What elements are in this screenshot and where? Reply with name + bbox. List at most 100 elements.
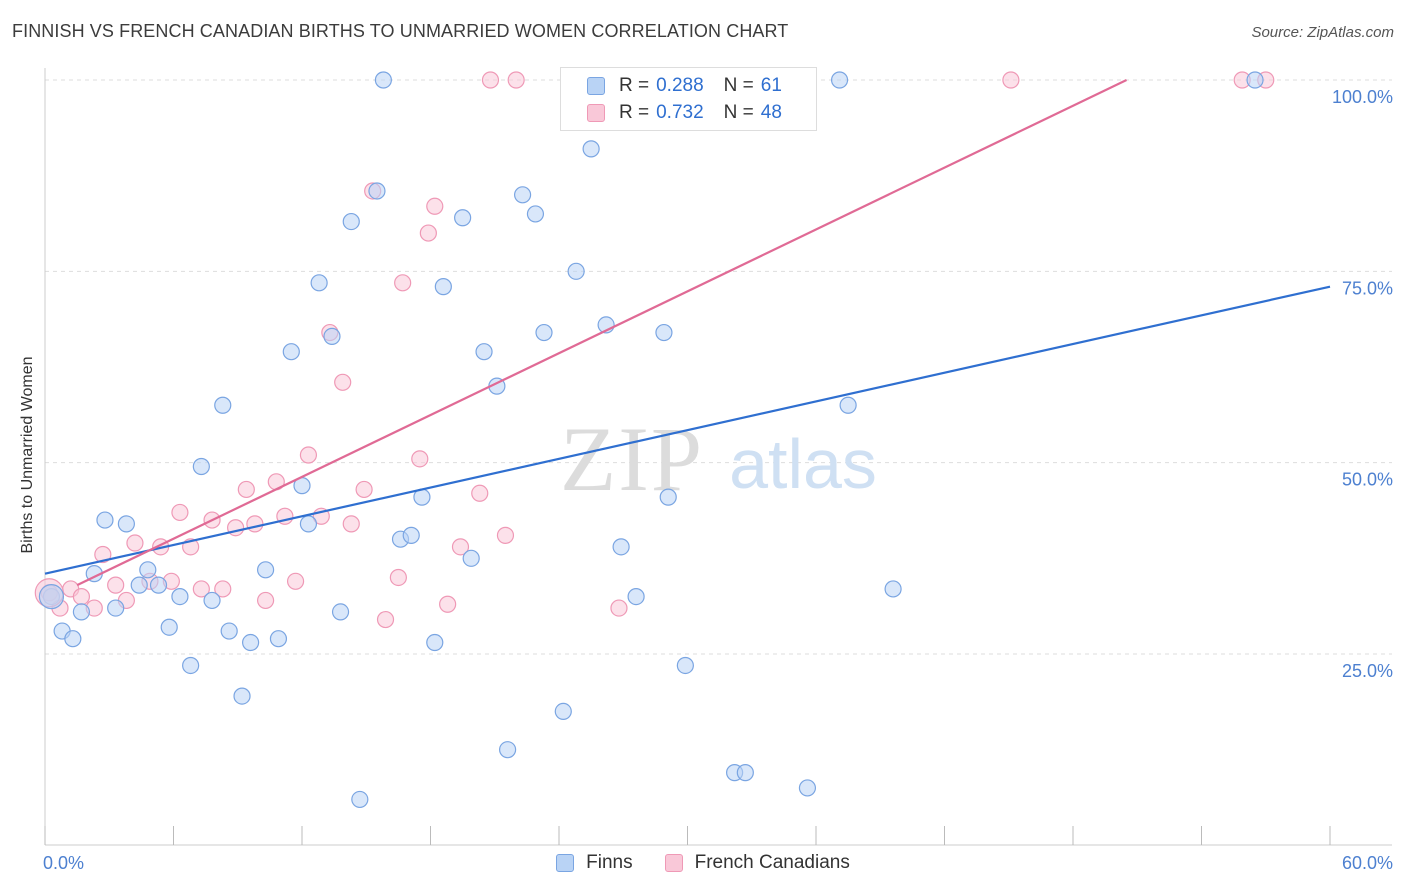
finns-r-value: 0.288	[656, 75, 704, 96]
french-point	[126, 534, 144, 552]
axes	[44, 68, 1392, 846]
finns-point	[160, 618, 178, 636]
finns-point	[203, 591, 221, 610]
finns-point	[117, 515, 135, 533]
french-point	[481, 71, 500, 89]
finns-point	[830, 71, 849, 89]
source-label: Source: ZipAtlas.com	[1251, 24, 1394, 41]
gridlines	[45, 79, 1392, 655]
french-point	[355, 480, 373, 499]
finns-point	[554, 702, 572, 721]
french-legend-swatch	[664, 854, 683, 872]
legend-item-finns[interactable]: Finns	[556, 852, 633, 874]
french-point	[192, 580, 210, 598]
finns-point	[884, 580, 902, 598]
finns-legend-swatch	[556, 854, 575, 872]
finns-point	[513, 186, 532, 204]
finns-point	[434, 278, 452, 296]
finns-point	[182, 656, 200, 675]
french-point	[419, 224, 437, 242]
finns-point-cluster	[38, 583, 65, 610]
french-point	[411, 450, 429, 468]
finns-point	[299, 515, 318, 533]
trend-lines	[44, 79, 1331, 587]
y-tick-label: 50.0%	[1342, 470, 1393, 490]
tick-labels: 25.0% 50.0% 75.0% 100.0% 0.0% 60.0%	[43, 87, 1393, 873]
finns-point	[192, 457, 210, 476]
french-point	[426, 197, 444, 215]
french-r-value: 0.732	[656, 102, 704, 123]
french-point	[389, 568, 407, 587]
french-point	[1002, 71, 1020, 89]
french-point	[107, 576, 125, 594]
y-tick-label: 100.0%	[1332, 87, 1393, 107]
correlation-legend: R = 0.288 N = 61 R = 0.732 N = 48	[560, 67, 817, 131]
finns-point	[839, 396, 857, 414]
finns-point	[256, 561, 275, 579]
finns-point	[535, 323, 553, 342]
watermark-atlas: atlas	[729, 425, 877, 503]
finns-point	[220, 622, 238, 640]
french-trend-line	[76, 79, 1128, 587]
finns-legend-label: Finns	[586, 852, 633, 873]
finns-point	[374, 71, 392, 89]
finns-point	[139, 561, 157, 579]
finns-point	[475, 343, 493, 361]
finns-point	[736, 764, 754, 782]
french-point	[610, 599, 628, 617]
finns-point	[72, 603, 91, 621]
finns-trend-line	[44, 285, 1331, 575]
finns-point	[655, 323, 673, 342]
french-point	[256, 591, 275, 610]
finns-point	[171, 587, 189, 606]
finns-n-value: 61	[760, 75, 782, 96]
finns-point	[107, 599, 125, 617]
watermark-zip: ZIP	[560, 408, 704, 510]
finns-point	[214, 396, 232, 414]
french-legend-label: French Canadians	[694, 852, 850, 873]
french-point	[376, 610, 395, 629]
french-n-value: 48	[760, 102, 782, 123]
finns-point	[310, 274, 328, 292]
french-point	[94, 545, 112, 564]
finns-point	[659, 488, 677, 506]
french-point	[342, 515, 360, 533]
french-point	[171, 503, 189, 522]
y-axis-title: Births to Unmarried Women	[19, 356, 36, 554]
finns-point	[454, 209, 472, 227]
french-point	[471, 484, 489, 502]
finns-point	[331, 603, 350, 621]
r-label: R =	[619, 75, 650, 96]
finns-point	[499, 741, 517, 759]
finns-point	[627, 587, 645, 606]
series-legend: Finns French Canadians	[0, 852, 1406, 874]
finns-point	[676, 656, 694, 675]
n-label: N =	[723, 75, 754, 96]
finns-point	[282, 343, 300, 361]
french-point	[299, 446, 318, 464]
finns-point	[96, 511, 114, 529]
finns-point	[368, 182, 386, 200]
finns-point	[64, 630, 82, 648]
n-label: N =	[723, 102, 754, 123]
french-swatch	[587, 104, 605, 122]
finns-point	[269, 630, 288, 648]
chart-title: FINNISH VS FRENCH CANADIAN BIRTHS TO UNM…	[12, 21, 789, 41]
finns-point	[149, 576, 168, 594]
finns-point	[462, 549, 480, 567]
r-label: R =	[619, 102, 650, 123]
data-points	[34, 71, 1275, 809]
x-tick-label-min: 0.0%	[43, 853, 84, 873]
french-point	[496, 526, 515, 544]
french-point	[72, 587, 91, 606]
finns-point	[130, 576, 148, 594]
finns-point	[582, 140, 600, 158]
french-point	[237, 480, 255, 499]
x-tick-label-max: 60.0%	[1342, 853, 1393, 873]
french-point	[394, 274, 412, 292]
french-point	[439, 595, 457, 613]
finns-point	[612, 538, 630, 556]
french-point	[214, 580, 232, 598]
french-point	[286, 572, 305, 590]
legend-item-french-canadians[interactable]: French Canadians	[664, 852, 850, 874]
